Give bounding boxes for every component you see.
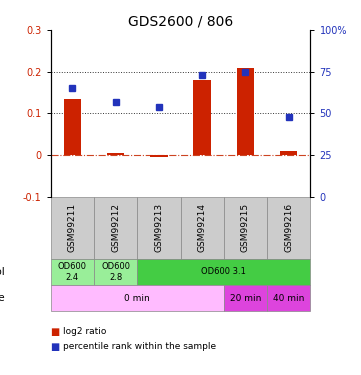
- Bar: [280, 151, 297, 155]
- Bar: [150, 155, 168, 157]
- Text: GSM99215: GSM99215: [241, 203, 250, 252]
- Text: GSM99211: GSM99211: [68, 203, 77, 252]
- Text: OD600
2.4: OD600 2.4: [58, 262, 87, 282]
- Text: GSM99212: GSM99212: [111, 203, 120, 252]
- Text: ■: ■: [51, 342, 60, 352]
- Text: 0 min: 0 min: [124, 294, 150, 303]
- Text: 20 min: 20 min: [230, 294, 261, 303]
- Bar: [94, 197, 137, 259]
- Text: OD600
2.8: OD600 2.8: [101, 262, 130, 282]
- Text: GSM99214: GSM99214: [198, 203, 206, 252]
- Text: OD600 3.1: OD600 3.1: [201, 267, 246, 276]
- Bar: [51, 197, 94, 259]
- Bar: [193, 80, 211, 155]
- Bar: [267, 285, 310, 311]
- Text: protocol: protocol: [0, 267, 5, 277]
- Bar: [94, 259, 137, 285]
- Bar: [237, 68, 254, 155]
- Bar: [224, 285, 267, 311]
- Bar: [137, 197, 180, 259]
- Text: time: time: [0, 293, 5, 303]
- Bar: [51, 259, 94, 285]
- Title: GDS2600 / 806: GDS2600 / 806: [128, 15, 233, 29]
- Text: percentile rank within the sample: percentile rank within the sample: [63, 342, 216, 351]
- Text: log2 ratio: log2 ratio: [63, 327, 106, 336]
- Bar: [180, 197, 224, 259]
- Bar: [107, 153, 124, 155]
- Bar: [137, 259, 310, 285]
- Text: GSM99213: GSM99213: [155, 203, 163, 252]
- Text: 40 min: 40 min: [273, 294, 304, 303]
- Bar: [51, 285, 224, 311]
- Bar: [224, 197, 267, 259]
- Bar: [267, 197, 310, 259]
- Text: ■: ■: [51, 327, 60, 337]
- Text: GSM99216: GSM99216: [284, 203, 293, 252]
- Bar: [64, 99, 81, 155]
